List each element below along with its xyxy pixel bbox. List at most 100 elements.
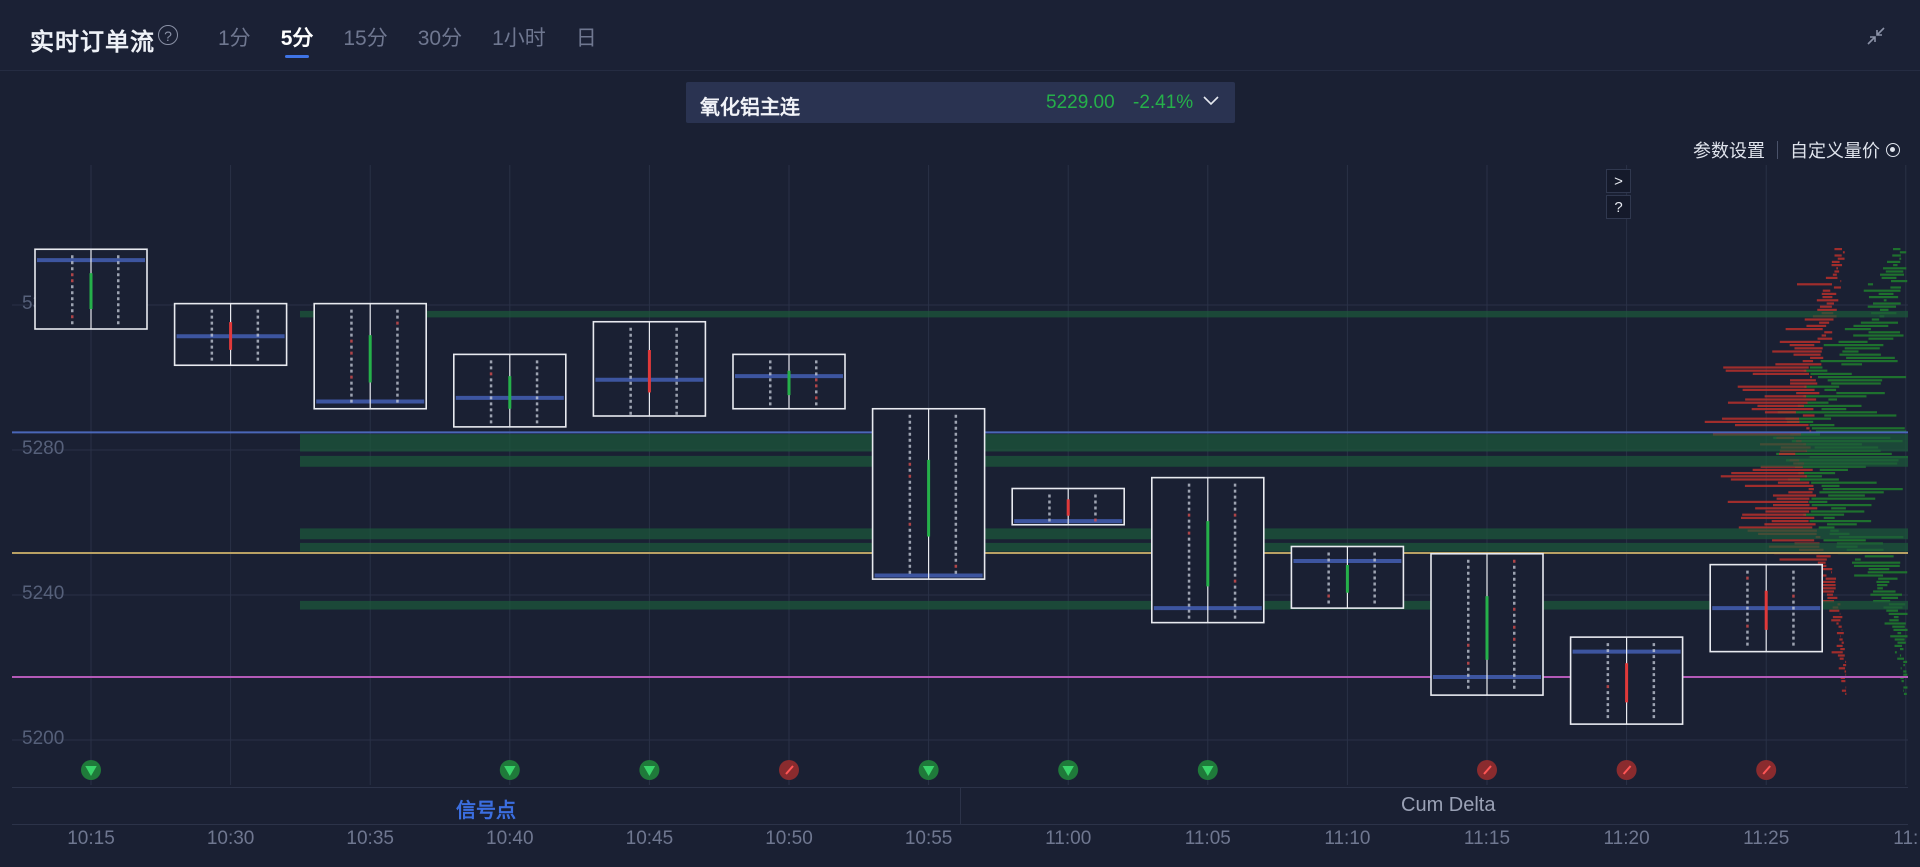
volume-tick [1048,512,1051,516]
volume-tick [1233,543,1237,547]
volume-tick [629,375,632,379]
volume-tick [350,399,353,403]
chart-help-button[interactable]: ? [1606,195,1631,219]
footprint-bar-10:40 [452,353,567,428]
volume-tick [535,414,539,418]
divider [1777,141,1778,159]
volume-profile-bar [1838,625,1842,628]
tab-5min[interactable]: 5分 [281,22,313,58]
volume-tick [1187,483,1191,487]
volume-profile-bar [1854,574,1884,577]
volume-profile-bar [1777,411,1878,414]
instrument-name: 氧化铝主连 [700,97,800,119]
volume-tick [396,309,399,313]
volume-profile-bar [1825,577,1837,580]
volume-profile-bar [1826,302,1834,305]
volume-tick [1746,630,1749,634]
tab-30min[interactable]: 30分 [417,27,463,50]
volume-profile-bar [1764,411,1796,414]
volume-tick [1513,595,1516,599]
custom-volume-price-link[interactable]: 自定义量价 [1790,141,1880,161]
volume-tick [1467,649,1470,653]
volume-profile-bar [1806,401,1829,404]
volume-tick [1187,567,1191,571]
tab-cum-delta[interactable]: Cum Delta [961,788,1908,824]
volume-profile-bar [1731,472,1805,475]
volume-tick [210,327,214,331]
volume-profile-bar [1890,280,1908,283]
volume-tick [256,339,260,343]
volume-profile-bar [1897,641,1906,644]
volume-profile-bar [1828,398,1837,401]
volume-profile-bar [1868,331,1901,334]
volume-tick [1652,697,1656,701]
volume-profile-bar [1887,260,1901,263]
volume-tick [117,267,120,271]
params-settings-link[interactable]: 参数设置 [1693,141,1765,161]
volume-profile-bar [1745,398,1817,401]
volume-profile-bar [1844,347,1880,350]
x-tick-label: 11:10 [1324,828,1370,849]
volume-profile-bar [1841,363,1863,366]
volume-profile-bar [1903,664,1905,667]
volume-tick [1187,537,1191,541]
volume-profile-bar [1890,286,1901,289]
volume-profile-bar [1811,481,1877,484]
help-icon[interactable]: ? [158,25,178,45]
volume-tick [489,360,493,364]
chart-settings: 参数设置 自定义量价 [1693,137,1900,163]
volume-tick [1652,673,1656,677]
volume-tick [629,369,632,373]
tab-1min[interactable]: 1分 [218,27,251,50]
volume-tick [629,357,632,361]
volume-profile-bar [1815,584,1836,587]
candle-body [1206,521,1210,587]
volume-profile-bar [1816,580,1836,583]
volume-profile-bar [1833,286,1841,289]
volume-tick [1792,582,1795,586]
volume-profile-bar [1880,273,1905,276]
volume-profile-bar [1805,475,1822,478]
volume-profile-bar [1903,670,1907,673]
collapse-icon[interactable] [1866,26,1886,46]
volume-tick [1792,576,1795,580]
footprint-bar-10:45 [592,320,707,417]
footprint-bar-10:30 [173,302,288,367]
volume-tick [1792,570,1795,574]
volume-tick [769,390,772,394]
volume-profile-bar [1853,334,1904,337]
volume-tick [350,315,353,319]
volume-tick [908,426,912,430]
volume-tick [769,384,772,388]
tab-15min[interactable]: 15分 [343,27,388,50]
footprint-bar-10:55 [871,407,986,580]
volume-tick [954,510,958,514]
volume-tick [954,480,958,484]
volume-tick [1233,537,1237,541]
volume-tick [675,393,678,397]
volume-tick [1373,558,1376,562]
volume-tick [1746,570,1749,574]
volume-tick [675,405,678,409]
volume-profile-bar [1819,468,1848,471]
tab-1hour[interactable]: 1小时 [492,27,546,50]
volume-tick [256,345,260,349]
target-icon[interactable] [1886,143,1900,157]
volume-profile-bar [1796,392,1820,395]
volume-profile-bar [1831,619,1841,622]
volume-tick [1746,588,1749,592]
volume-tick [1467,637,1470,641]
tab-day[interactable]: 日 [575,27,597,50]
volume-tick [1467,625,1470,629]
tab-signals[interactable]: 信号点 [12,788,961,824]
expand-panel-button[interactable]: > [1606,169,1631,193]
volume-band [300,434,1908,452]
volume-profile-bar [1884,622,1906,625]
instrument-selector[interactable]: 氧化铝主连 5229.00 -2.41% [686,82,1235,123]
volume-tick [908,570,912,574]
volume-tick [535,390,539,394]
volume-tick [1187,555,1191,559]
volume-tick [1233,495,1237,499]
volume-profile-bar [1727,401,1808,404]
volume-tick [489,414,493,418]
